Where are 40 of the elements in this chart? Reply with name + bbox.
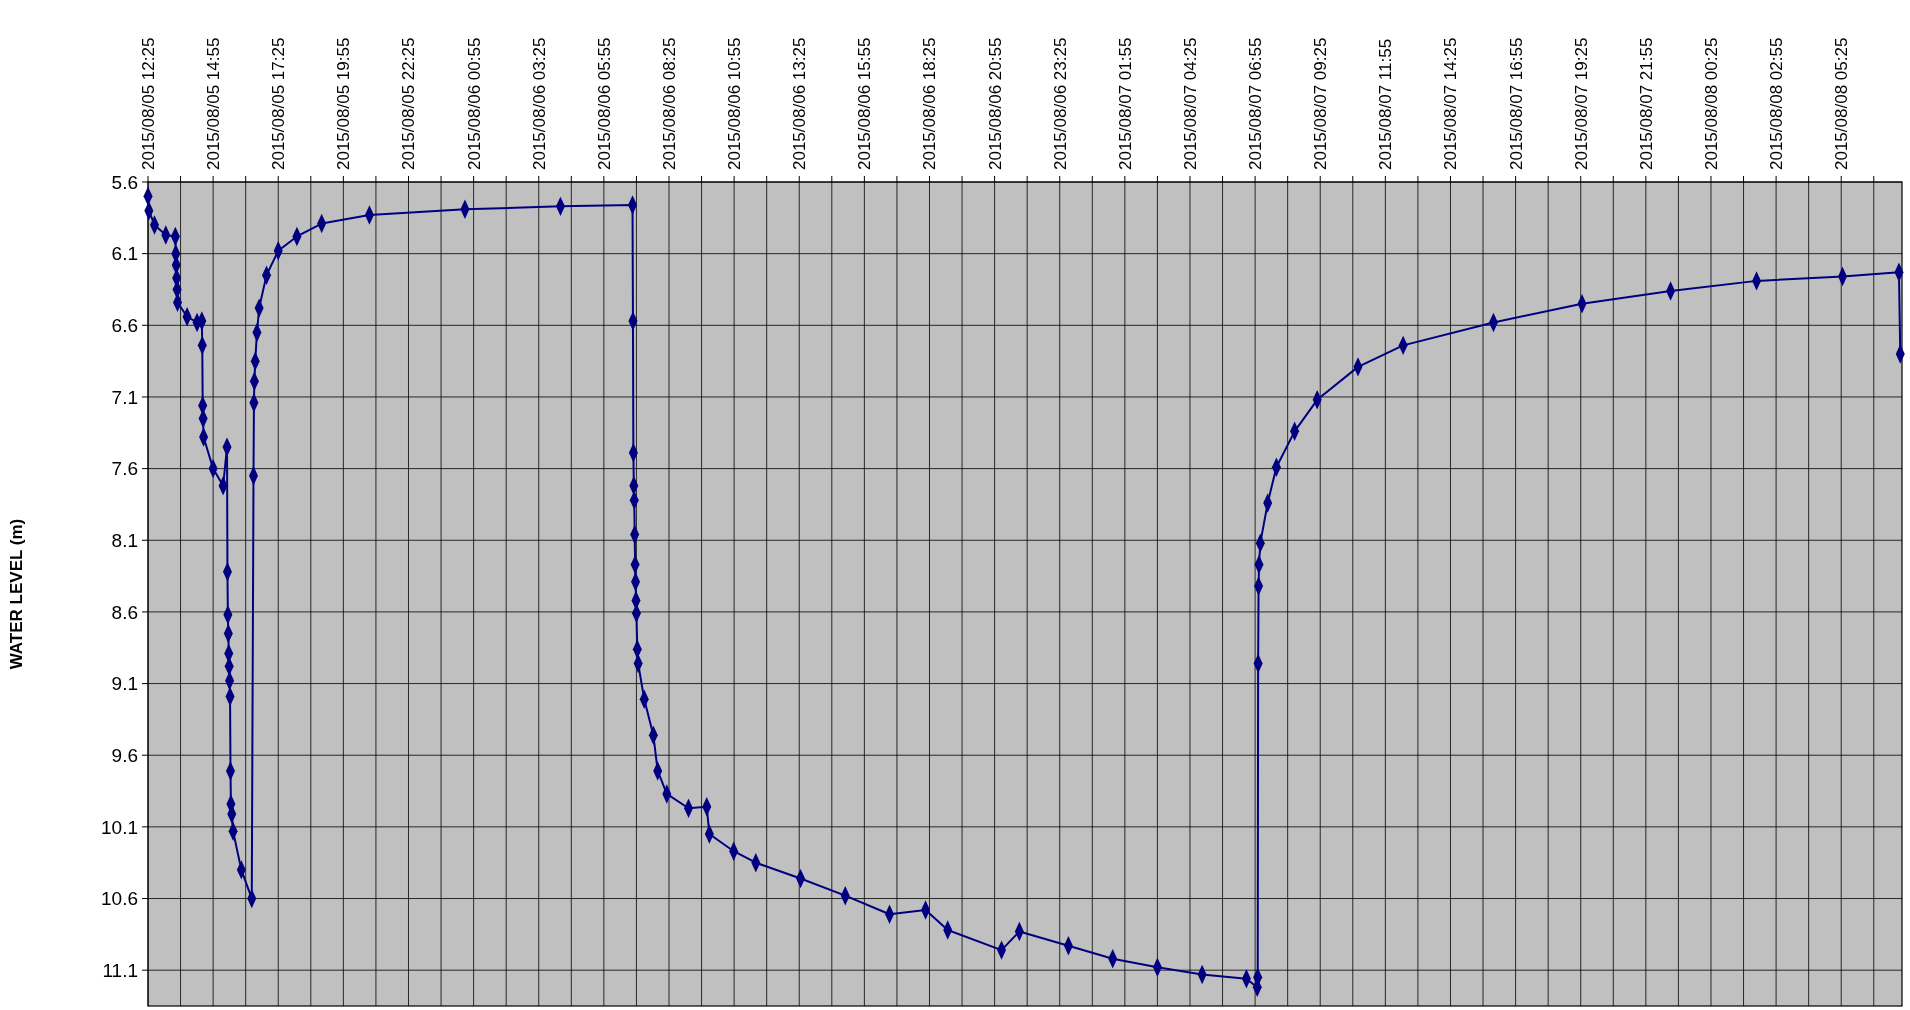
x-tick-label: 2015/08/06 00:55 — [464, 37, 484, 170]
x-tick-label: 2015/08/05 17:25 — [269, 37, 289, 170]
x-tick-label: 2015/08/05 12:25 — [139, 37, 158, 170]
y-tick-label: 8.6 — [111, 601, 138, 623]
x-tick-label: 2015/08/06 05:55 — [594, 37, 614, 170]
x-tick-label: 2015/08/07 09:25 — [1311, 37, 1331, 170]
x-tick-label: 2015/08/06 18:25 — [920, 37, 940, 170]
x-tick-label: 2015/08/08 02:55 — [1767, 37, 1787, 170]
x-tick-label: 2015/08/07 06:55 — [1246, 37, 1266, 170]
y-tick-label: 6.6 — [111, 314, 138, 336]
y-tick-label: 8.1 — [111, 529, 138, 551]
x-tick-label: 2015/08/06 10:55 — [725, 37, 745, 170]
x-tick-label: 2015/08/05 14:55 — [204, 37, 224, 170]
y-tick-label: 7.1 — [111, 386, 138, 408]
y-tick-label: 5.6 — [111, 171, 138, 193]
y-tick-label: 9.6 — [111, 744, 138, 766]
x-tick-label: 2015/08/06 13:25 — [790, 37, 810, 170]
y-tick-label: 10.1 — [101, 816, 138, 838]
y-tick-label: 6.1 — [111, 243, 138, 265]
y-axis-title: WATER LEVEL (m) — [7, 518, 26, 670]
x-tick-label: 2015/08/08 00:25 — [1701, 37, 1721, 170]
x-tick-label: 2015/08/06 23:25 — [1050, 37, 1070, 170]
x-tick-label: 2015/08/07 21:55 — [1636, 37, 1656, 170]
x-tick-label: 2015/08/07 04:25 — [1180, 37, 1200, 170]
y-tick-label: 7.6 — [111, 458, 138, 480]
x-tick-label: 2015/08/07 19:25 — [1571, 37, 1591, 170]
x-tick-label: 2015/08/06 15:55 — [855, 37, 875, 170]
x-tick-label: 2015/08/07 16:55 — [1506, 37, 1526, 170]
x-tick-label: 2015/08/07 14:25 — [1441, 37, 1461, 170]
x-tick-label: 2015/08/07 01:55 — [1115, 37, 1135, 170]
y-tick-label: 11.1 — [102, 959, 138, 981]
x-tick-label: 2015/08/08 05:25 — [1832, 37, 1852, 170]
x-tick-label: 2015/08/07 11:55 — [1376, 38, 1396, 170]
x-tick-label: 2015/08/06 20:55 — [985, 37, 1005, 170]
x-tick-label: 2015/08/05 22:25 — [399, 37, 419, 170]
y-tick-label: 10.6 — [101, 888, 138, 910]
x-tick-label: 2015/08/06 03:25 — [529, 37, 549, 170]
y-tick-label: 9.1 — [111, 673, 138, 695]
x-tick-label: 2015/08/06 08:25 — [659, 37, 679, 170]
x-tick-label: 2015/08/05 19:55 — [334, 37, 354, 170]
